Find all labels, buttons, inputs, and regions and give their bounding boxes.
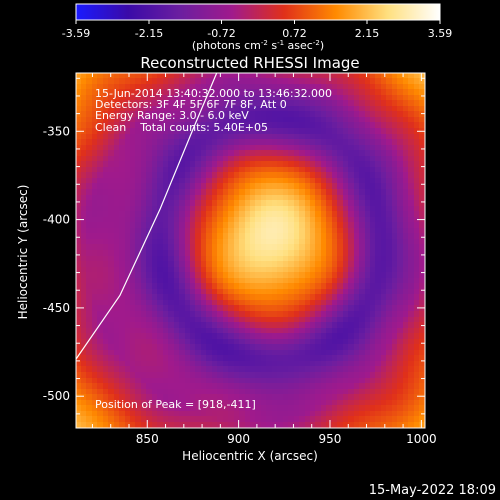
heatmap-image bbox=[76, 73, 425, 428]
y-tick-label: -400 bbox=[43, 213, 70, 227]
colorbar bbox=[75, 3, 441, 21]
y-tick-label: -500 bbox=[43, 389, 70, 403]
colorbar-tick-label: -2.15 bbox=[135, 27, 163, 40]
colorbar-tick-label: 0.72 bbox=[282, 27, 307, 40]
axis-ticks: 850 900 950 1000 -350 -400 -450 -500 bbox=[43, 73, 437, 446]
solar-limb-line bbox=[76, 73, 218, 360]
annotation-detectors: Detectors: 3F 4F 5F 6F 7F 8F, Att 0 bbox=[95, 98, 287, 111]
colorbar-ticks: -3.59 -2.15 -0.72 0.72 2.15 3.59 bbox=[62, 20, 452, 40]
y-tick-label: -450 bbox=[43, 301, 70, 315]
colorbar-unit-label: (photons cm-2 s-1 asec-2) bbox=[192, 39, 324, 52]
colorbar-tick-label: -3.59 bbox=[62, 27, 90, 40]
chart-title: Reconstructed RHESSI Image bbox=[140, 54, 359, 72]
x-tick-label: 1000 bbox=[406, 432, 437, 446]
x-tick-label: 850 bbox=[136, 432, 159, 446]
plot-frame bbox=[75, 72, 426, 429]
footer-date: 15-May-2022 18:09 bbox=[369, 483, 496, 498]
annotation-clean: Clean Total counts: 5.40E+05 bbox=[95, 121, 268, 134]
y-axis-label: Heliocentric Y (arcsec) bbox=[16, 185, 30, 320]
colorbar-tick-label: 3.59 bbox=[428, 27, 453, 40]
x-tick-label: 900 bbox=[227, 432, 250, 446]
y-tick-label: -350 bbox=[43, 124, 70, 138]
x-tick-label: 950 bbox=[319, 432, 342, 446]
colorbar-tick-label: -0.72 bbox=[207, 27, 235, 40]
image-area bbox=[76, 73, 425, 428]
annotation-peak: Position of Peak = [918,-411] bbox=[95, 398, 256, 411]
colorbar-tick-label: 2.15 bbox=[355, 27, 380, 40]
annotation-time-range: 15-Jun-2014 13:40:32.000 to 13:46:32.000 bbox=[95, 87, 332, 100]
x-axis-label: Heliocentric X (arcsec) bbox=[182, 449, 318, 463]
annotation-energy: Energy Range: 3.0 - 6.0 keV bbox=[95, 109, 249, 122]
